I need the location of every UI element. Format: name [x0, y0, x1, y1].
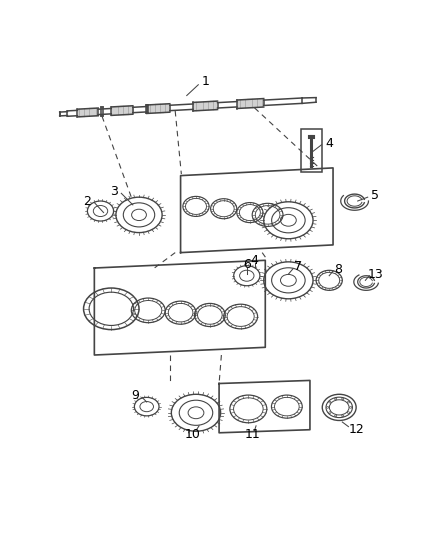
Text: 9: 9 — [131, 389, 139, 402]
Text: 1: 1 — [202, 75, 210, 88]
Text: 13: 13 — [367, 268, 383, 281]
Bar — [301, 130, 322, 172]
Text: 12: 12 — [348, 423, 364, 436]
Text: 5: 5 — [371, 189, 379, 202]
Text: 6: 6 — [243, 259, 251, 271]
Text: 7: 7 — [294, 260, 302, 273]
Text: 8: 8 — [335, 263, 343, 276]
Text: 4: 4 — [325, 137, 333, 150]
Text: 3: 3 — [110, 184, 117, 198]
Text: 2: 2 — [83, 195, 91, 207]
Text: 4: 4 — [251, 254, 258, 267]
Text: 11: 11 — [244, 428, 260, 441]
Text: 10: 10 — [185, 428, 201, 441]
